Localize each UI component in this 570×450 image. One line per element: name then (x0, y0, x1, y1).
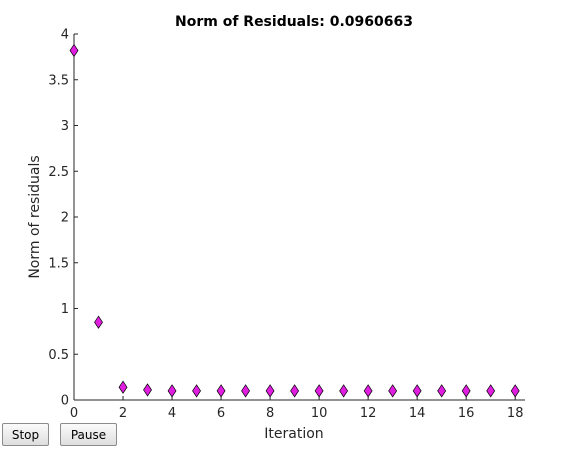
x-tick-label: 10 (311, 406, 328, 421)
data-point (242, 385, 250, 397)
x-tick-label: 18 (507, 406, 524, 421)
data-point (413, 385, 421, 397)
data-point (266, 385, 274, 397)
y-tick-label: 3 (61, 119, 69, 134)
x-tick-label: 0 (70, 406, 78, 421)
data-markers (70, 44, 519, 396)
data-point (119, 381, 127, 393)
data-point (168, 385, 176, 397)
data-point (315, 385, 323, 397)
data-point (487, 385, 495, 397)
data-point (144, 384, 152, 396)
data-point (438, 385, 446, 397)
y-tick-label: 0 (61, 394, 69, 409)
y-tick-label: 1.5 (48, 256, 69, 271)
data-point (291, 385, 299, 397)
data-point (389, 385, 397, 397)
x-tick-label: 12 (360, 406, 377, 421)
x-tick-label: 16 (458, 406, 475, 421)
data-point (95, 316, 103, 328)
x-axis-label: Iteration (264, 426, 323, 442)
y-tick-label: 4 (61, 28, 69, 43)
y-axis-label: Norm of residuals (27, 155, 43, 278)
data-point (511, 385, 519, 397)
axes: 0 2 4 6 8 10 12 14 16 18 0 0.5 1 1.5 2 2.5 3 3.5 4 (48, 28, 525, 422)
pause-button[interactable]: Pause (60, 423, 117, 446)
data-point (364, 385, 372, 397)
y-tick-label: 2 (61, 211, 69, 226)
data-point (70, 44, 78, 56)
data-point (340, 385, 348, 397)
x-tick-label: 6 (217, 406, 225, 421)
x-tick-label: 8 (266, 406, 274, 421)
x-tick-label: 4 (168, 406, 176, 421)
x-tick-label: 14 (409, 406, 426, 421)
y-tick-label: 0.5 (48, 348, 69, 363)
y-tick-label: 1 (61, 302, 69, 317)
y-tick-label: 3.5 (48, 73, 69, 88)
stop-button[interactable]: Stop (2, 423, 49, 446)
data-point (193, 385, 201, 397)
data-point (462, 385, 470, 397)
x-tick-label: 2 (119, 406, 127, 421)
chart-title: Norm of Residuals: 0.0960663 (175, 14, 413, 30)
y-tick-label: 2.5 (48, 165, 69, 180)
data-point (217, 385, 225, 397)
